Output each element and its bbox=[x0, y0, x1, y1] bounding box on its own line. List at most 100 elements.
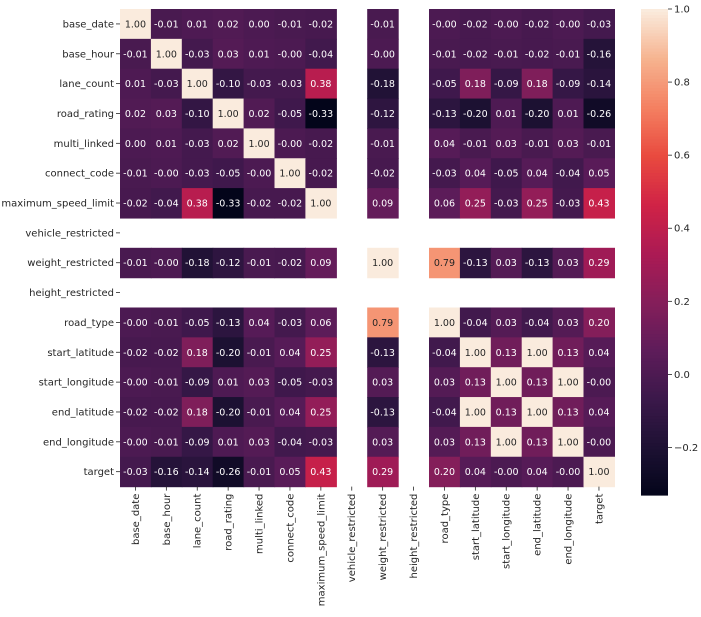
heatmap-cell bbox=[490, 397, 523, 428]
colorbar-segment bbox=[641, 30, 668, 34]
cell-value-label: -0.01 bbox=[370, 139, 395, 150]
cell-value-label: -0.01 bbox=[432, 49, 457, 60]
cell-value-label: -0.13 bbox=[463, 258, 488, 269]
heatmap-cell bbox=[583, 188, 615, 219]
colorbar-segment bbox=[641, 446, 668, 451]
heatmap-cell bbox=[181, 337, 214, 368]
colorbar-segment bbox=[641, 69, 668, 74]
colorbar-segment bbox=[641, 179, 668, 183]
heatmap-cell bbox=[181, 188, 214, 219]
colorbar-segment bbox=[641, 218, 668, 223]
cell-value-label: -0.02 bbox=[123, 407, 148, 418]
colorbar-segment bbox=[641, 48, 668, 53]
colorbar-segment bbox=[641, 267, 668, 271]
heatmap-cell bbox=[583, 68, 615, 100]
row-label: multi_linked bbox=[54, 139, 114, 150]
heatmap-cell bbox=[583, 38, 615, 70]
column-labels: base_date base_hour lane_count road_rating m… bbox=[131, 486, 605, 606]
heatmap-cell bbox=[490, 247, 523, 279]
colorbar-segment bbox=[641, 419, 668, 423]
cell-value-label: 0.01 bbox=[496, 109, 517, 120]
heatmap-cell bbox=[490, 9, 523, 40]
cell-value-label: -0.02 bbox=[463, 19, 488, 30]
heatmap-cell bbox=[552, 158, 585, 189]
cell-value-label: 0.03 bbox=[156, 109, 177, 120]
cell-value-label: -0.12 bbox=[216, 258, 241, 269]
row-label: road_type bbox=[64, 318, 114, 329]
colorbar-segment bbox=[641, 337, 668, 341]
cell-value-label: -0.02 bbox=[154, 407, 179, 418]
colorbar-segment bbox=[641, 470, 668, 475]
heatmap-cell bbox=[367, 456, 399, 488]
heatmap-cell bbox=[212, 337, 245, 368]
heatmap-cell bbox=[459, 188, 492, 219]
cell-value-label: -0.02 bbox=[278, 258, 303, 269]
colorbar-segment bbox=[641, 18, 668, 22]
cell-value-label: -0.09 bbox=[556, 79, 581, 90]
heatmap-cell bbox=[367, 38, 399, 70]
colorbar-segment bbox=[641, 385, 668, 390]
cell-value-label: -0.14 bbox=[587, 79, 612, 90]
colorbar-segment bbox=[641, 309, 668, 314]
heatmap-cell bbox=[150, 397, 183, 428]
heatmap-cell bbox=[459, 158, 492, 189]
cell-value-label: -0.01 bbox=[370, 19, 395, 30]
cell-value-label: 0.02 bbox=[125, 109, 146, 120]
heatmap-cell bbox=[120, 38, 152, 70]
cell-value-label: 0.03 bbox=[248, 437, 269, 448]
heatmap-cell bbox=[305, 456, 337, 488]
heatmap-cell bbox=[243, 188, 276, 219]
colorbar-segment bbox=[641, 324, 668, 329]
heatmap-cell bbox=[583, 337, 615, 368]
cell-value-label: 1.00 bbox=[527, 348, 548, 359]
colorbar-tick-label: 0.4 bbox=[674, 224, 690, 235]
heatmap-cell bbox=[120, 188, 152, 219]
heatmap-cell bbox=[490, 337, 523, 368]
colorbar-segment bbox=[641, 72, 668, 77]
cell-value-label: 0.03 bbox=[218, 49, 239, 60]
heatmap-cell bbox=[552, 456, 585, 488]
colorbar-segment bbox=[641, 458, 668, 463]
cell-value-label: -0.03 bbox=[309, 378, 334, 389]
cell-value-label: -0.01 bbox=[123, 169, 148, 180]
heatmap-cell bbox=[181, 426, 214, 458]
heatmap-cell bbox=[490, 426, 523, 458]
column-label: weight_restricted bbox=[378, 494, 389, 581]
heatmap-cell bbox=[181, 68, 214, 100]
cell-value-label: 0.01 bbox=[156, 139, 177, 150]
cell-value-label: 1.00 bbox=[496, 378, 517, 389]
cell-value-label: -0.13 bbox=[525, 258, 550, 269]
heatmap-cell bbox=[274, 247, 306, 279]
heatmap-cell bbox=[459, 307, 492, 338]
colorbar-segment bbox=[641, 422, 668, 426]
heatmap-cell bbox=[521, 456, 554, 488]
cell-value-label: 0.04 bbox=[248, 318, 269, 329]
heatmap-cell bbox=[305, 158, 337, 189]
colorbar-segment bbox=[641, 115, 668, 119]
colorbar-segment bbox=[641, 203, 668, 208]
cell-value-label: -0.03 bbox=[278, 318, 303, 329]
cell-value-label: -0.01 bbox=[247, 348, 272, 359]
heatmap-cell bbox=[305, 98, 337, 129]
cell-value-label: 0.04 bbox=[588, 407, 609, 418]
colorbar-segment bbox=[641, 367, 668, 372]
cell-value-label: -0.02 bbox=[123, 199, 148, 210]
cell-value-label: 0.13 bbox=[465, 378, 486, 389]
heatmap-cell bbox=[552, 68, 585, 100]
colorbar-segment bbox=[641, 364, 668, 369]
heatmap-cell bbox=[212, 367, 245, 398]
heatmap-cell bbox=[181, 158, 214, 189]
heatmap-cell bbox=[552, 337, 585, 368]
cell-value-label: 0.13 bbox=[557, 407, 578, 418]
heatmap-cell bbox=[305, 337, 337, 368]
colorbar-segment bbox=[641, 185, 668, 189]
colorbar-segment bbox=[641, 343, 668, 347]
heatmap-cell bbox=[150, 367, 183, 398]
heatmap-cell bbox=[490, 68, 523, 100]
colorbar-segment bbox=[641, 21, 668, 25]
colorbar-segment bbox=[641, 106, 668, 110]
cell-value-label: 0.18 bbox=[465, 79, 486, 90]
cell-value-label: -0.04 bbox=[463, 318, 488, 329]
heatmap-cell bbox=[459, 367, 492, 398]
colorbar-segment bbox=[641, 434, 668, 438]
